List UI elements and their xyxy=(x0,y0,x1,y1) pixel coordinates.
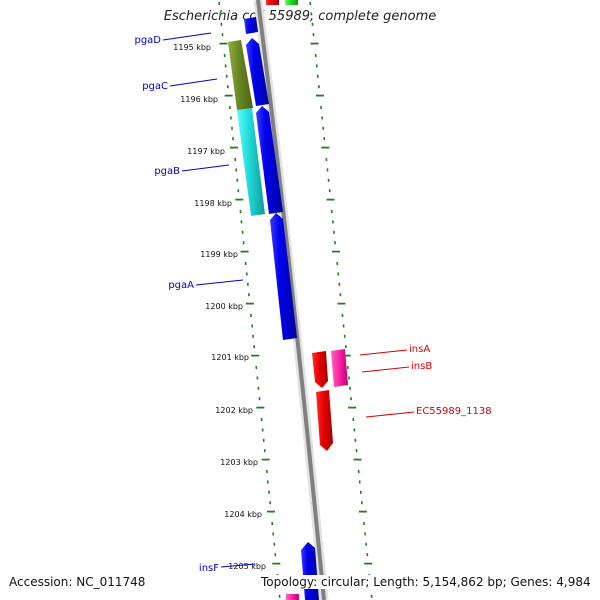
leader-line-pgaA xyxy=(195,279,244,286)
gene-feature-insB[interactable] xyxy=(331,349,348,387)
leader-line-pgaD xyxy=(162,32,212,41)
scale-label: 1195 kbp xyxy=(173,43,211,52)
genome-backbone xyxy=(256,0,326,600)
gene-label-pgaD[interactable]: pgaD xyxy=(134,35,161,46)
outer-dotted-track xyxy=(309,1,373,598)
gene-feature-pgaD[interactable] xyxy=(244,17,258,34)
gene-label-insA[interactable]: insA xyxy=(409,344,430,355)
gene-label-insB[interactable]: insB xyxy=(411,361,432,372)
scale-label: 1196 kbp xyxy=(180,95,218,104)
scale-label: 1198 kbp xyxy=(194,199,232,208)
scale-label: 1202 kbp xyxy=(215,406,253,415)
scale-label: 1197 kbp xyxy=(187,147,225,156)
scale-label: 1199 kbp xyxy=(200,250,238,259)
accession-text: Accession: NC_011748 xyxy=(9,575,146,589)
gene-feature-insA[interactable] xyxy=(312,351,328,388)
scale-label: 1201 kbp xyxy=(211,353,249,362)
leader-line-insF xyxy=(220,563,256,568)
cds-feature-pgaC[interactable] xyxy=(228,40,253,110)
gene-label-insF[interactable]: insF xyxy=(199,563,219,574)
leader-line-pgaB xyxy=(181,164,230,172)
scale-label: 1205 kbp xyxy=(228,562,266,571)
scale-label: 1200 kbp xyxy=(205,302,243,311)
gene-feature-top-red xyxy=(266,0,279,5)
gene-feature-bottom-pink xyxy=(286,594,299,600)
gene-label-pgaA[interactable]: pgaA xyxy=(168,280,194,291)
gene-feature-pgaB[interactable] xyxy=(256,106,283,214)
cds-feature-pgaB[interactable] xyxy=(237,108,265,216)
map-title: Escherichia coli 55989, complete genome xyxy=(163,9,437,24)
leader-line-insB xyxy=(361,366,410,373)
inner-dotted-track xyxy=(218,1,281,598)
scale-label: 1203 kbp xyxy=(220,458,258,467)
gene-label-pgaB[interactable]: pgaB xyxy=(154,166,180,177)
gene-feature-pgaC[interactable] xyxy=(246,38,269,106)
leader-line-pgaC xyxy=(169,78,218,87)
gene-feature-EC55989_1138[interactable] xyxy=(316,390,333,451)
leader-line-EC55989_1138 xyxy=(365,411,415,418)
scale-label: 1204 kbp xyxy=(224,510,262,519)
gene-label-EC55989_1138[interactable]: EC55989_1138 xyxy=(416,406,492,417)
gene-label-pgaC[interactable]: pgaC xyxy=(142,81,168,92)
genome-summary-text: Topology: circular; Length: 5,154,862 bp… xyxy=(261,575,591,589)
gene-feature-pgaA[interactable] xyxy=(270,213,297,340)
leader-line-insA xyxy=(359,349,408,356)
gene-feature-top-green xyxy=(285,0,298,5)
